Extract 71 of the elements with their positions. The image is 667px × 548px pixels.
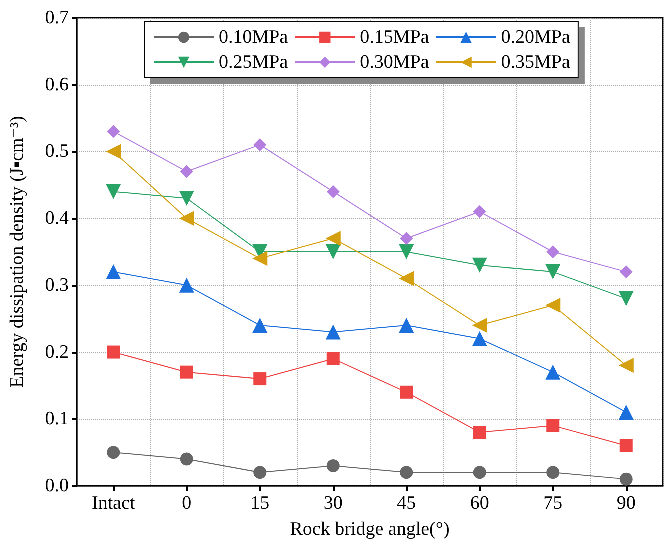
point: [179, 278, 194, 293]
point: [107, 446, 120, 460]
point: [180, 366, 194, 379]
x-tick-label: 45: [397, 493, 416, 514]
point: [472, 258, 488, 273]
point: [326, 352, 340, 366]
legend-label: 0.35MPa: [501, 52, 571, 73]
point: [326, 244, 341, 260]
legend-label: 0.10MPa: [219, 27, 289, 48]
point: [546, 419, 560, 432]
point: [106, 144, 122, 160]
point: [546, 264, 561, 280]
y-tick-label: 0.2: [45, 342, 69, 363]
point: [254, 372, 267, 386]
point: [620, 439, 633, 452]
y-tick-label: 0.1: [45, 408, 69, 430]
y-tick-label: 0.4: [45, 208, 70, 230]
x-tick-label: 60: [470, 493, 490, 514]
point: [326, 185, 340, 198]
y-tick-label: 0.6: [45, 74, 69, 96]
x-tick-label: 75: [544, 493, 563, 514]
x-tick-label: 30: [324, 493, 343, 514]
legend-label: 0.20MPa: [501, 27, 571, 48]
point: [473, 426, 486, 440]
point: [400, 386, 414, 399]
y-tick-label: 0.5: [45, 141, 69, 162]
point: [326, 231, 341, 246]
legend-label: 0.25MPa: [219, 52, 289, 73]
point: [546, 298, 561, 313]
point: [546, 246, 560, 258]
point: [400, 232, 414, 246]
point: [326, 324, 341, 340]
point: [399, 244, 414, 260]
point: [326, 459, 340, 472]
point: [252, 318, 268, 334]
point: [472, 318, 488, 334]
point: [473, 205, 486, 218]
point: [106, 264, 122, 280]
point: [179, 211, 194, 226]
point: [399, 318, 414, 334]
x-tick-label: 90: [616, 493, 636, 514]
legend-label: 0.30MPa: [360, 52, 430, 73]
point: [399, 271, 414, 286]
y-tick-label: 0.3: [45, 274, 69, 296]
x-axis-title: Rock bridge angle(°): [290, 519, 450, 540]
point: [472, 331, 488, 346]
y-tick-label: 0.0: [45, 476, 69, 496]
y-tick-label: 0.7: [45, 8, 69, 28]
point: [252, 251, 268, 266]
point: [618, 404, 634, 420]
point: [620, 472, 633, 486]
point: [107, 346, 120, 359]
point: [618, 291, 634, 306]
point: [400, 466, 414, 480]
point: [180, 452, 194, 466]
x-tick-label: Intact: [92, 493, 136, 514]
point: [546, 466, 560, 480]
legend-label: 0.15MPa: [360, 27, 430, 48]
point: [107, 125, 120, 138]
point: [620, 266, 633, 279]
point: [106, 184, 122, 200]
x-tick-label: 0: [182, 493, 192, 514]
point: [618, 358, 634, 374]
point: [473, 466, 486, 480]
point: [179, 191, 194, 206]
y-axis-title: Energy dissipation density (J▪cm⁻³): [7, 116, 28, 388]
point: [254, 466, 267, 480]
point: [180, 165, 194, 178]
x-tick-label: 15: [250, 493, 270, 514]
point: [546, 364, 561, 380]
point: [254, 138, 267, 152]
